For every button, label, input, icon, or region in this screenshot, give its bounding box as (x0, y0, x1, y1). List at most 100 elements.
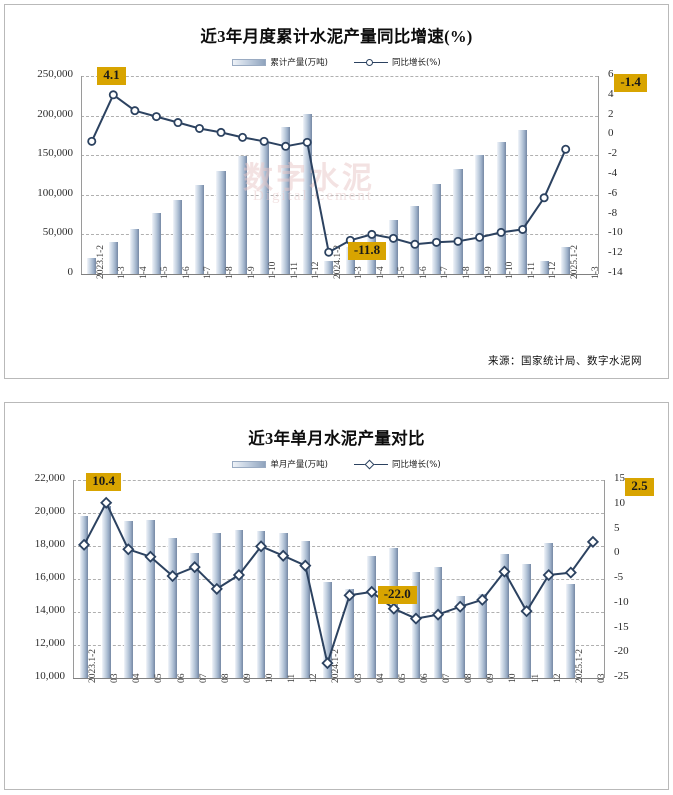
bar (259, 142, 269, 274)
gridline (81, 155, 598, 157)
y2-axis-tick-label: 15 (614, 472, 625, 484)
line-swatch-icon (353, 58, 388, 67)
y2-axis-tick-label: 4 (608, 87, 614, 100)
data-point-marker (173, 118, 183, 128)
bar (539, 261, 549, 274)
y2-axis-tick-label: -15 (614, 620, 629, 633)
data-point-marker (498, 565, 511, 578)
bar (324, 261, 334, 274)
bar-swatch-icon (232, 58, 267, 66)
bar (256, 531, 266, 678)
gridline (73, 645, 604, 646)
y-axis-tick-label: 150,000 (37, 147, 73, 160)
data-point-marker (151, 112, 161, 122)
bar (173, 200, 183, 274)
bar (455, 595, 465, 678)
bar (544, 542, 554, 678)
bar (453, 169, 463, 274)
data-point-marker (431, 608, 445, 621)
data-point-marker (166, 569, 179, 583)
y-axis-tick-label: 0 (67, 266, 74, 278)
data-point-marker (87, 136, 97, 146)
data-point-marker (496, 227, 506, 237)
bar (87, 258, 97, 274)
bar (411, 572, 421, 678)
bar (168, 537, 177, 678)
line-series (77, 496, 600, 670)
y2-axis-tick-label: -10 (614, 595, 629, 608)
legend-label-line: 同比增长(%) (391, 460, 441, 470)
data-point-marker (122, 543, 135, 556)
y2-axis-tick-label: 10 (614, 496, 625, 509)
y2-axis-tick-label: 2 (608, 107, 614, 120)
y2-axis-tick-label: -20 (614, 645, 629, 658)
legend-label-line: 同比增长(%) (391, 58, 441, 68)
bar (345, 588, 354, 678)
data-point-marker (365, 585, 378, 598)
y-axis-tick-label: 250,000 (37, 68, 73, 80)
data-point-marker (238, 132, 248, 142)
data-point-marker (100, 496, 113, 509)
y2-axis-tick-label: -10 (608, 226, 623, 239)
y2-axis-tick-label: 6 (608, 68, 614, 80)
chart-title-monthly: 近3年单月水泥产量对比 (248, 429, 425, 448)
y2-axis-tick-label: 0 (608, 127, 614, 140)
data-callout-label: -22.0 (377, 585, 417, 604)
x-axis-line (73, 678, 604, 679)
bar (108, 242, 118, 274)
bar (190, 552, 200, 678)
y-axis-tick-label: 100,000 (37, 186, 73, 199)
bar (216, 171, 226, 274)
data-point-marker (188, 561, 201, 574)
gridline (73, 513, 604, 514)
gridline (73, 546, 604, 547)
data-point-marker (194, 123, 204, 133)
bar (130, 228, 140, 274)
y-axis-line (81, 76, 82, 274)
legend-item-bar: 累计产量(万吨) (232, 56, 328, 68)
y2-axis-tick-label: -14 (608, 266, 623, 278)
data-point-marker (232, 568, 246, 582)
data-callout-label: 2.5 (625, 478, 654, 496)
data-point-marker (409, 612, 423, 625)
data-point-marker (302, 137, 312, 147)
legend-item-line: 同比增长(%) (353, 56, 441, 68)
y-axis-tick-label: 20,000 (34, 505, 65, 517)
data-point-marker (586, 535, 600, 548)
y-axis-tick-label: 22,000 (34, 472, 65, 484)
bar (278, 532, 288, 678)
data-point-marker (321, 657, 334, 670)
data-point-marker (367, 229, 377, 239)
data-point-marker (410, 239, 420, 249)
x-axis-line (81, 274, 598, 275)
plot-area-monthly: 10,000 12,000 14,000 16,000 18,000 20,000 22,0… (5, 472, 668, 683)
y-axis-tick-label: 18,000 (34, 538, 65, 550)
data-point-marker (343, 589, 356, 602)
legend-item-bar: 单月产量(万吨) (232, 458, 328, 470)
data-callout-label: -1.4 (614, 74, 647, 92)
y-axis-tick-label: 200,000 (37, 107, 73, 120)
bar (101, 506, 111, 678)
bar (474, 155, 485, 274)
y2-axis-tick-label: -8 (608, 206, 618, 219)
bar (146, 519, 155, 678)
data-point-marker (77, 538, 91, 551)
data-point-marker (520, 605, 533, 618)
data-callout-label: 4.1 (97, 66, 126, 85)
source-note-cumulative: 来源：国家统计局、数字水泥网 (488, 355, 642, 367)
line-series (87, 90, 571, 257)
chart-legend-cumulative: 累计产量(万吨) 同比增长(%) (5, 56, 668, 68)
data-point-marker (108, 90, 118, 100)
data-callout-label: 10.4 (86, 472, 121, 491)
data-point-marker (216, 127, 226, 137)
data-point-marker (324, 247, 334, 257)
data-point-marker (453, 236, 463, 246)
data-point-marker (431, 237, 441, 247)
data-point-marker (387, 602, 400, 615)
y2-axis-line (598, 76, 599, 274)
bar (234, 529, 244, 678)
y-axis-tick-label: 10,000 (34, 670, 65, 682)
bar (500, 554, 509, 678)
y-axis-tick-label: 14,000 (34, 604, 65, 616)
